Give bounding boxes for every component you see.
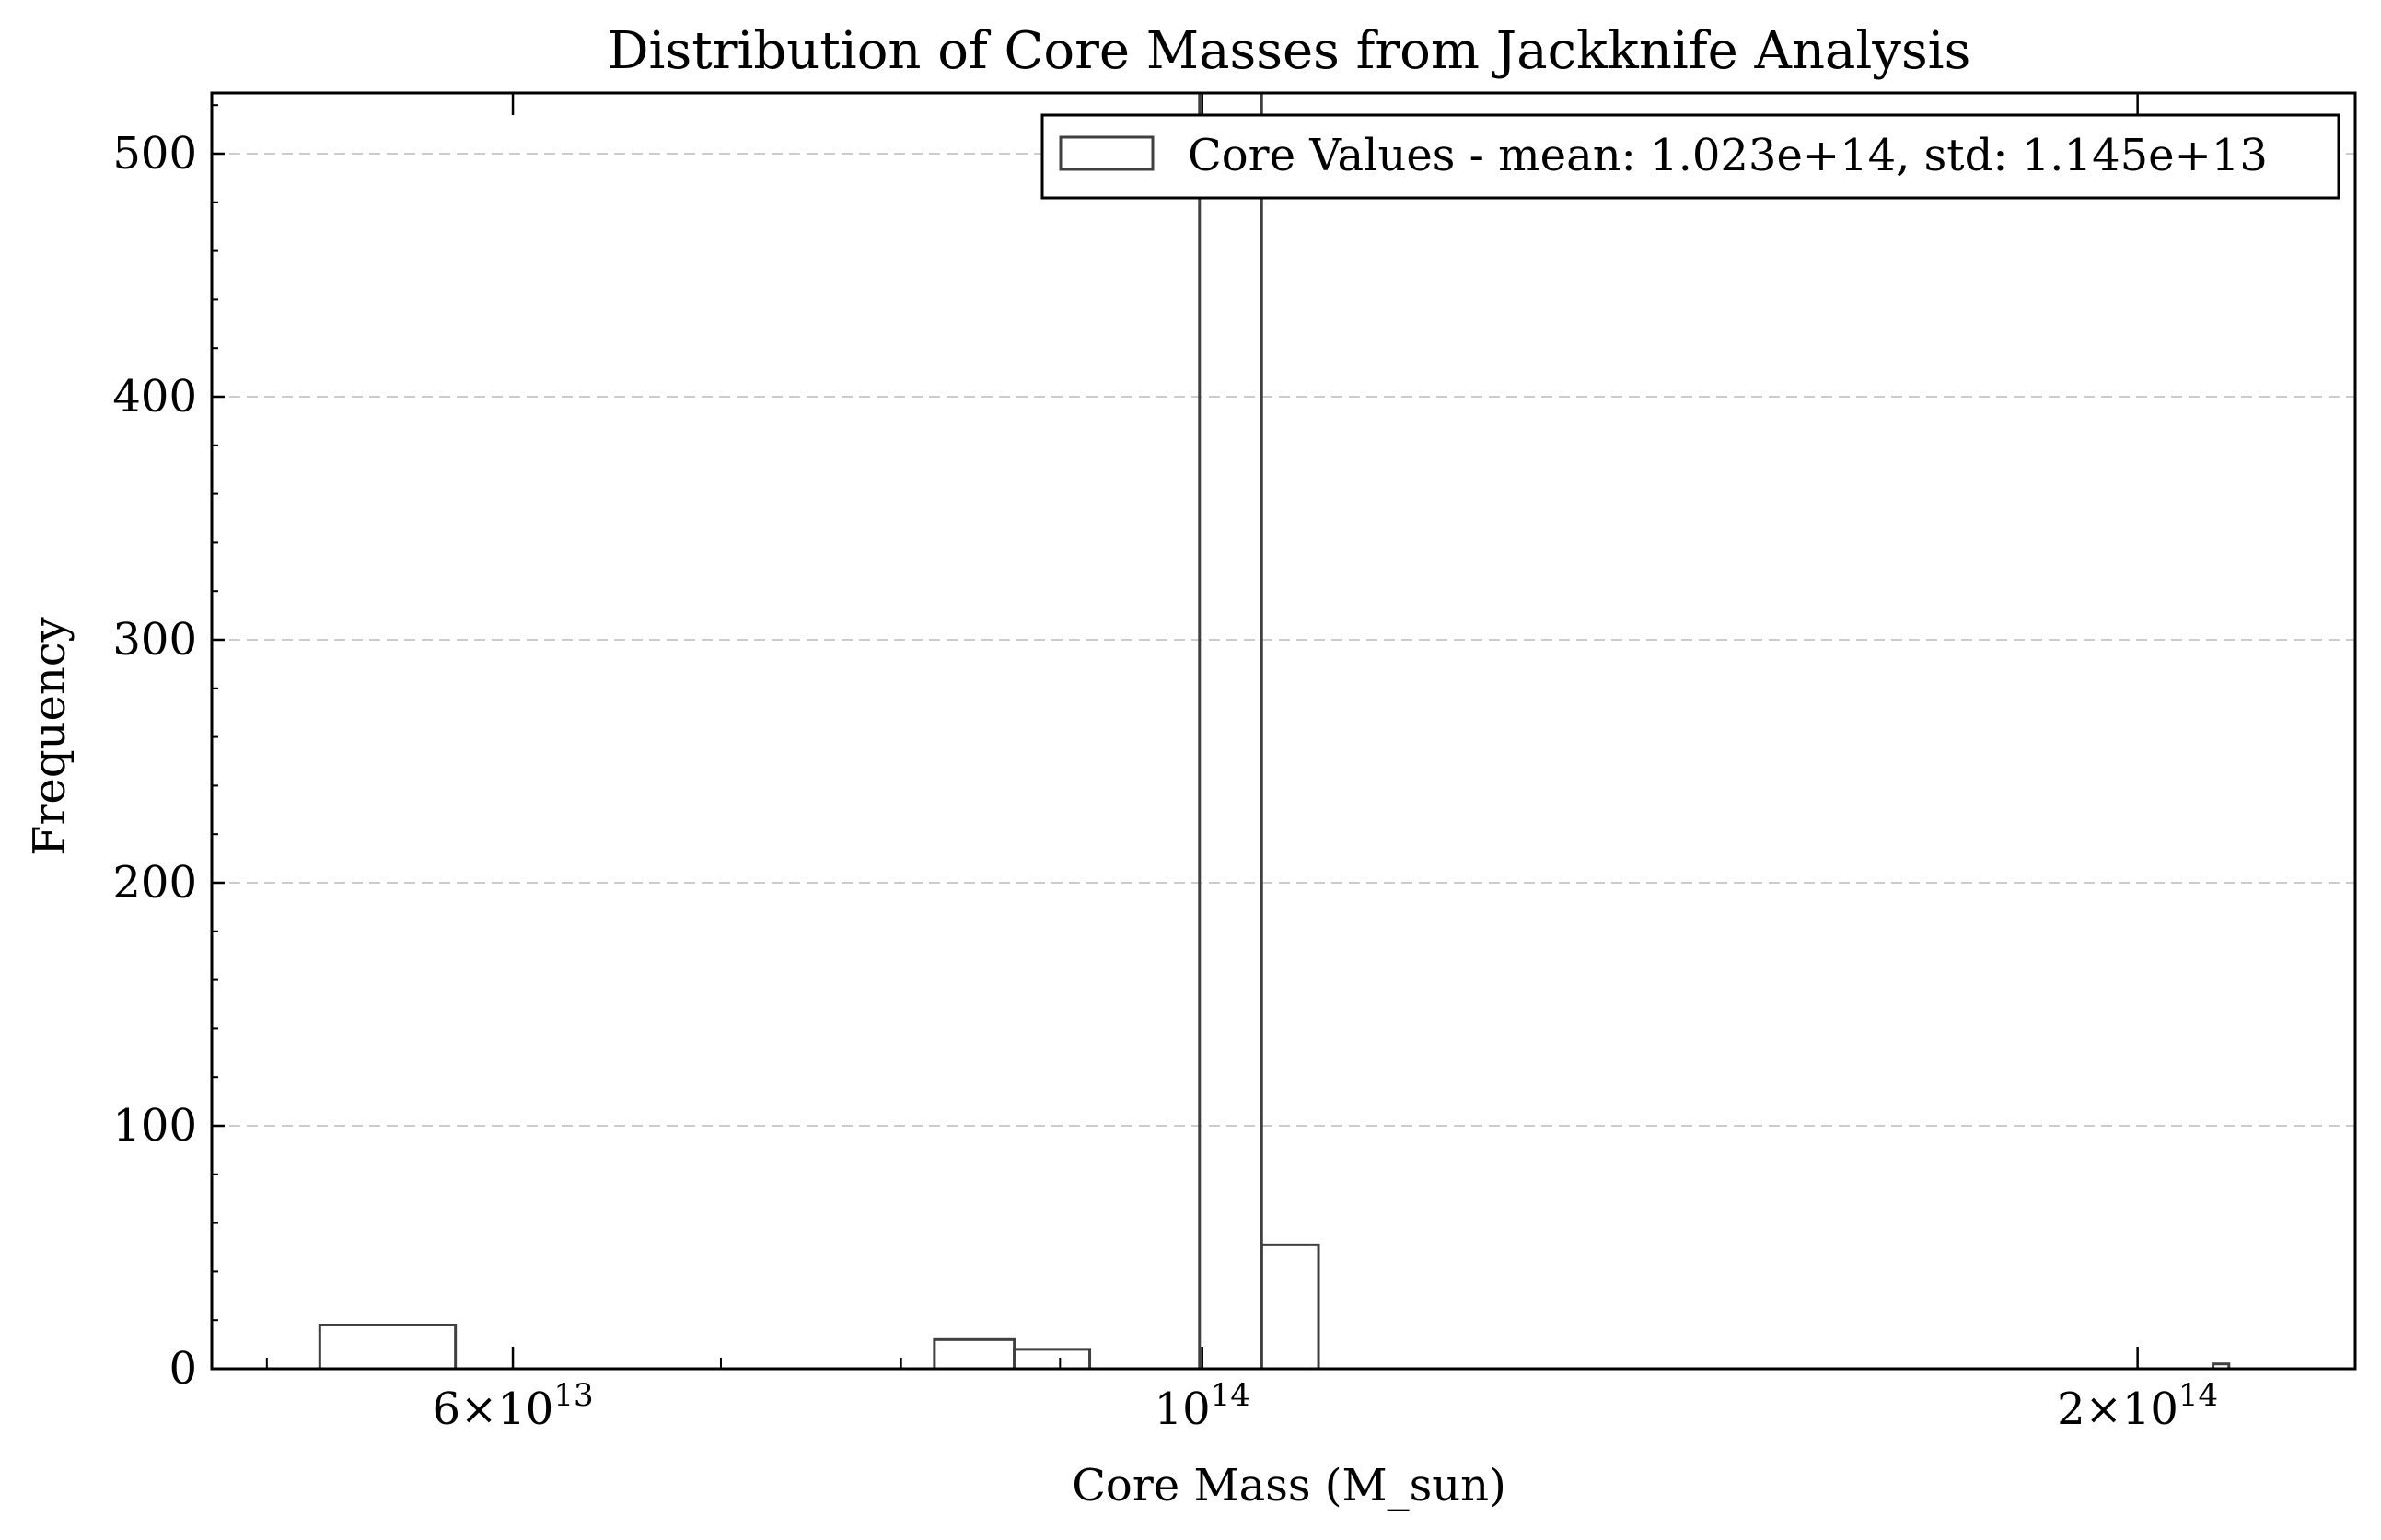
y-tick-label: 0 bbox=[168, 1343, 197, 1395]
legend: Core Values - mean: 1.023e+14, std: 1.14… bbox=[1040, 113, 2340, 200]
x-axis-label: Core Mass (M_sun) bbox=[1072, 1460, 1506, 1511]
chart-title: Distribution of Core Masses from Jackkni… bbox=[608, 21, 1971, 81]
y-axis-ticks: 0 100 200 300 400 500 bbox=[112, 104, 225, 1395]
y-tick-label: 300 bbox=[112, 614, 197, 666]
plot-frame bbox=[210, 91, 2357, 1371]
legend-swatch bbox=[1059, 135, 1155, 171]
y-axis-label: Frequency bbox=[24, 617, 75, 856]
y-tick-label: 500 bbox=[112, 128, 197, 179]
y-tick-label: 100 bbox=[112, 1100, 197, 1152]
y-tick-label: 400 bbox=[112, 371, 197, 423]
y-tick-label: 200 bbox=[112, 857, 197, 909]
x-tick-label: 6×1013 bbox=[432, 1377, 593, 1435]
x-tick-label: 2×1014 bbox=[2057, 1377, 2218, 1435]
legend-box bbox=[1040, 113, 2340, 200]
x-axis-ticks: 6×1013 1014 2×1014 bbox=[265, 93, 2218, 1435]
legend-label: Core Values - mean: 1.023e+14, std: 1.14… bbox=[1188, 130, 2268, 181]
